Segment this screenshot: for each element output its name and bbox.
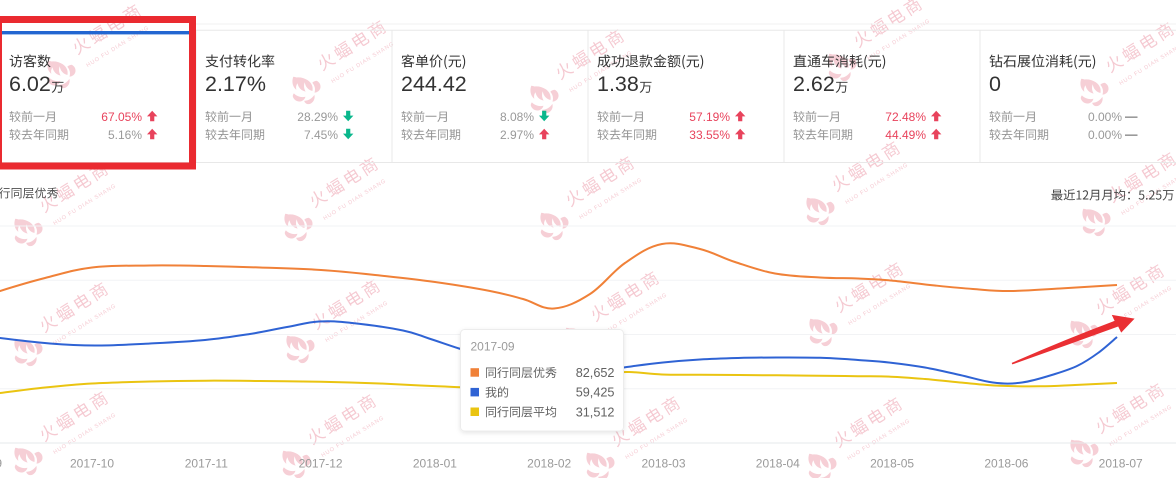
svg-text:33.55%: 33.55%: [689, 128, 730, 142]
svg-text:2017-10: 2017-10: [70, 457, 114, 471]
svg-text:2018-05: 2018-05: [870, 457, 914, 471]
svg-text:57.19%: 57.19%: [689, 110, 730, 124]
svg-text:5.16%: 5.16%: [108, 128, 142, 142]
svg-text:2017-09: 2017-09: [0, 457, 2, 471]
svg-text:2017-12: 2017-12: [299, 457, 343, 471]
svg-text:2017-11: 2017-11: [185, 457, 228, 471]
svg-text:0: 0: [989, 72, 1001, 96]
svg-text:8.08%: 8.08%: [500, 110, 534, 124]
svg-text:59,425: 59,425: [576, 386, 615, 400]
svg-text:244.42: 244.42: [401, 72, 467, 96]
svg-text:82,652: 82,652: [576, 366, 615, 380]
svg-text:2.17%: 2.17%: [205, 72, 266, 96]
svg-text:2018-07: 2018-07: [1099, 457, 1143, 471]
svg-text:2018-03: 2018-03: [641, 457, 685, 471]
svg-text:7.45%: 7.45%: [304, 128, 338, 142]
svg-text:67.05%: 67.05%: [101, 110, 142, 124]
svg-text:2.97%: 2.97%: [500, 128, 534, 142]
svg-text:44.49%: 44.49%: [885, 128, 926, 142]
svg-text:2018-02: 2018-02: [527, 457, 571, 471]
svg-text:0.00%: 0.00%: [1088, 128, 1122, 142]
svg-text:28.29%: 28.29%: [297, 110, 338, 124]
svg-text:72.48%: 72.48%: [885, 110, 926, 124]
svg-text:6.02: 6.02: [9, 72, 51, 96]
svg-text:2018-01: 2018-01: [413, 457, 457, 471]
svg-text:2017-09: 2017-09: [471, 340, 515, 354]
svg-text:2018-06: 2018-06: [984, 457, 1028, 471]
svg-text:0.00%: 0.00%: [1088, 110, 1122, 124]
svg-text:31,512: 31,512: [576, 405, 615, 419]
svg-text:1.38: 1.38: [597, 72, 639, 96]
svg-text:2018-04: 2018-04: [756, 457, 800, 471]
svg-text:2.62: 2.62: [793, 72, 835, 96]
